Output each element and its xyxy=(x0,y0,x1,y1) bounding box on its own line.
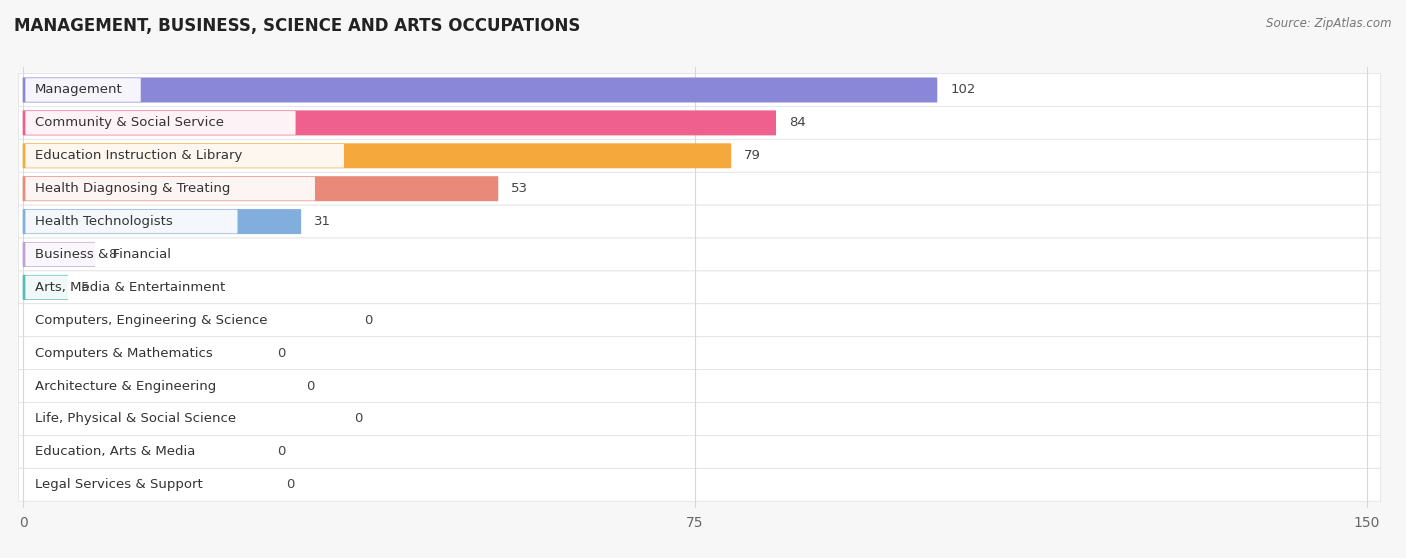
Text: 0: 0 xyxy=(277,445,285,458)
FancyBboxPatch shape xyxy=(25,309,354,332)
Text: 8: 8 xyxy=(108,248,117,261)
Text: 53: 53 xyxy=(512,182,529,195)
Text: Business & Financial: Business & Financial xyxy=(35,248,170,261)
Text: Source: ZipAtlas.com: Source: ZipAtlas.com xyxy=(1267,17,1392,30)
FancyBboxPatch shape xyxy=(18,468,1381,501)
Text: Health Diagnosing & Treating: Health Diagnosing & Treating xyxy=(35,182,231,195)
Text: Management: Management xyxy=(35,84,122,97)
FancyBboxPatch shape xyxy=(25,144,344,167)
FancyBboxPatch shape xyxy=(22,78,938,103)
Text: Architecture & Engineering: Architecture & Engineering xyxy=(35,379,217,393)
Text: 0: 0 xyxy=(307,379,315,393)
FancyBboxPatch shape xyxy=(25,440,267,464)
FancyBboxPatch shape xyxy=(25,473,276,497)
FancyBboxPatch shape xyxy=(25,243,238,266)
FancyBboxPatch shape xyxy=(18,336,1381,369)
Text: Computers, Engineering & Science: Computers, Engineering & Science xyxy=(35,314,267,327)
FancyBboxPatch shape xyxy=(18,435,1381,468)
FancyBboxPatch shape xyxy=(25,177,315,200)
FancyBboxPatch shape xyxy=(18,271,1381,304)
FancyBboxPatch shape xyxy=(18,74,1381,107)
FancyBboxPatch shape xyxy=(18,107,1381,140)
FancyBboxPatch shape xyxy=(25,210,238,233)
FancyBboxPatch shape xyxy=(18,304,1381,336)
FancyBboxPatch shape xyxy=(18,140,1381,172)
Text: 31: 31 xyxy=(314,215,332,228)
Text: Legal Services & Support: Legal Services & Support xyxy=(35,478,202,491)
FancyBboxPatch shape xyxy=(22,209,301,234)
FancyBboxPatch shape xyxy=(25,407,344,431)
Text: Community & Social Service: Community & Social Service xyxy=(35,117,224,129)
FancyBboxPatch shape xyxy=(22,275,67,300)
Text: Computers & Mathematics: Computers & Mathematics xyxy=(35,347,212,360)
Text: Arts, Media & Entertainment: Arts, Media & Entertainment xyxy=(35,281,225,294)
FancyBboxPatch shape xyxy=(22,176,498,201)
Text: 102: 102 xyxy=(950,84,976,97)
Text: 79: 79 xyxy=(744,150,761,162)
FancyBboxPatch shape xyxy=(22,143,731,169)
FancyBboxPatch shape xyxy=(25,276,305,299)
Text: 0: 0 xyxy=(287,478,295,491)
FancyBboxPatch shape xyxy=(25,341,267,365)
Text: 5: 5 xyxy=(82,281,90,294)
FancyBboxPatch shape xyxy=(25,374,295,398)
Text: 0: 0 xyxy=(354,412,363,425)
Text: MANAGEMENT, BUSINESS, SCIENCE AND ARTS OCCUPATIONS: MANAGEMENT, BUSINESS, SCIENCE AND ARTS O… xyxy=(14,17,581,35)
Text: Life, Physical & Social Science: Life, Physical & Social Science xyxy=(35,412,236,425)
FancyBboxPatch shape xyxy=(25,78,141,102)
FancyBboxPatch shape xyxy=(18,172,1381,205)
FancyBboxPatch shape xyxy=(18,205,1381,238)
FancyBboxPatch shape xyxy=(18,402,1381,435)
Text: 0: 0 xyxy=(277,347,285,360)
FancyBboxPatch shape xyxy=(18,369,1381,402)
Text: 0: 0 xyxy=(364,314,373,327)
Text: Education, Arts & Media: Education, Arts & Media xyxy=(35,445,195,458)
Text: Health Technologists: Health Technologists xyxy=(35,215,173,228)
Text: 84: 84 xyxy=(789,117,806,129)
Text: Education Instruction & Library: Education Instruction & Library xyxy=(35,150,242,162)
FancyBboxPatch shape xyxy=(25,111,295,134)
FancyBboxPatch shape xyxy=(22,242,96,267)
FancyBboxPatch shape xyxy=(18,238,1381,271)
FancyBboxPatch shape xyxy=(22,110,776,136)
